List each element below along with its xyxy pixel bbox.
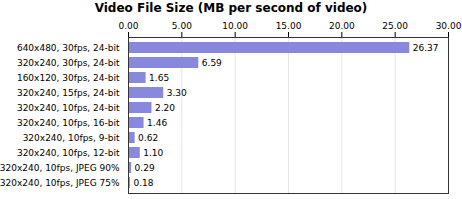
svg-text:0.62: 0.62 — [138, 133, 158, 143]
svg-text:320x240, 15fps, 24-bit: 320x240, 15fps, 24-bit — [17, 88, 120, 98]
svg-text:0.29: 0.29 — [135, 163, 155, 173]
svg-text:20.00: 20.00 — [329, 21, 355, 31]
svg-text:15.00: 15.00 — [276, 21, 302, 31]
svg-text:320x240, 10fps, 9-bit: 320x240, 10fps, 9-bit — [17, 133, 120, 143]
svg-text:320x240, 10fps, JPEG 90%: 320x240, 10fps, JPEG 90% — [0, 163, 120, 173]
svg-text:320x240, 10fps, 16-bit: 320x240, 10fps, 16-bit — [17, 118, 120, 128]
svg-text:2.20: 2.20 — [155, 103, 175, 113]
svg-text:25.00: 25.00 — [382, 21, 408, 31]
svg-text:6.59: 6.59 — [202, 58, 222, 68]
svg-text:320x240, 30fps, 24-bit: 320x240, 30fps, 24-bit — [17, 58, 120, 68]
svg-text:1.46: 1.46 — [147, 118, 167, 128]
svg-text:160x120, 30fps, 24-bit: 160x120, 30fps, 24-bit — [17, 73, 120, 83]
svg-text:0.18: 0.18 — [133, 178, 153, 188]
svg-text:320x240, 10fps, 24-bit: 320x240, 10fps, 24-bit — [17, 103, 120, 113]
svg-text:1.65: 1.65 — [149, 73, 169, 83]
html-text:Video File Size (MB per second: Video File Size (MB per second of video) — [94, 1, 368, 15]
svg-text:640x480, 30fps, 24-bit: 640x480, 30fps, 24-bit — [17, 43, 120, 53]
svg-text:26.37: 26.37 — [413, 43, 439, 53]
svg-text:3.30: 3.30 — [167, 88, 187, 98]
svg-text:10.00: 10.00 — [222, 21, 248, 31]
svg-text:1.10: 1.10 — [143, 148, 163, 158]
svg-text:0.00: 0.00 — [118, 21, 138, 31]
svg-text:5.00: 5.00 — [172, 21, 192, 31]
svg-text:320x240, 10fps, 12-bit: 320x240, 10fps, 12-bit — [17, 148, 120, 158]
svg-text:320x240, 10fps, JPEG 75%: 320x240, 10fps, JPEG 75% — [0, 178, 120, 188]
svg-text:30.00: 30.00 — [436, 21, 462, 31]
